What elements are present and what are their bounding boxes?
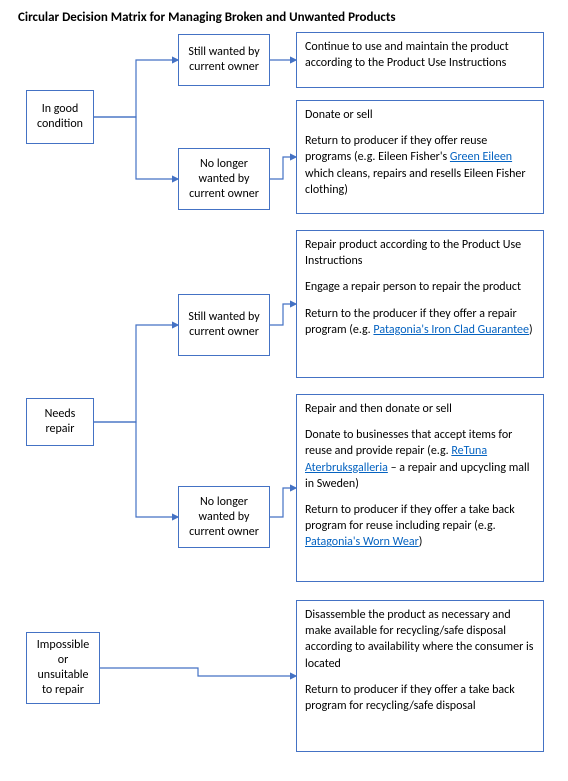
- outcome-paragraph: Continue to use and maintain the product…: [305, 39, 535, 71]
- outcome-repair-then-donate: Repair and then donate or sell Donate to …: [296, 394, 544, 582]
- outcome-donate-sell-return: Donate or sell Return to producer if they…: [296, 100, 544, 214]
- outcome-paragraph: Repair product according to the Product …: [305, 237, 535, 269]
- outcome-paragraph: Engage a repair person to repair the pro…: [305, 279, 535, 295]
- node-needs-repair: Needs repair: [26, 398, 94, 446]
- outcome-disassemble-recycle: Disassemble the product as necessary and…: [296, 600, 544, 752]
- outcome-paragraph: Disassemble the product as necessary and…: [305, 607, 535, 672]
- outcome-paragraph: Donate to businesses that accept items f…: [305, 427, 535, 492]
- node-in-good-condition: In good condition: [26, 90, 94, 144]
- outcome-repair-options: Repair product according to the Product …: [296, 230, 544, 378]
- outcome-continue-use: Continue to use and maintain the product…: [296, 32, 544, 88]
- outcome-link[interactable]: Patagonia's Worn Wear: [305, 535, 419, 549]
- outcome-paragraph: Return to producer if they offer reuse p…: [305, 133, 535, 198]
- outcome-link[interactable]: Green Eileen: [450, 150, 512, 164]
- outcome-paragraph: Donate or sell: [305, 107, 535, 123]
- outcome-link[interactable]: Patagonia's Iron Clad Guarantee: [373, 323, 529, 337]
- node-impossible-to-repair: Impossible or unsuitable to repair: [26, 632, 100, 704]
- node-good-no-longer-wanted: No longer wanted by current owner: [178, 148, 270, 210]
- outcome-paragraph: Return to producer if they offer a take …: [305, 682, 535, 714]
- outcome-paragraph: Repair and then donate or sell: [305, 401, 535, 417]
- outcome-paragraph: Return to producer if they offer a take …: [305, 502, 535, 551]
- outcome-link[interactable]: ReTuna Aterbruksgalleria: [305, 444, 487, 474]
- node-repair-still-wanted: Still wanted by current owner: [178, 294, 270, 356]
- outcome-paragraph: Return to the producer if they offer a r…: [305, 306, 535, 338]
- node-repair-no-longer-wanted: No longer wanted by current owner: [178, 486, 270, 548]
- page-title: Circular Decision Matrix for Managing Br…: [18, 10, 396, 25]
- node-good-still-wanted: Still wanted by current owner: [178, 34, 270, 86]
